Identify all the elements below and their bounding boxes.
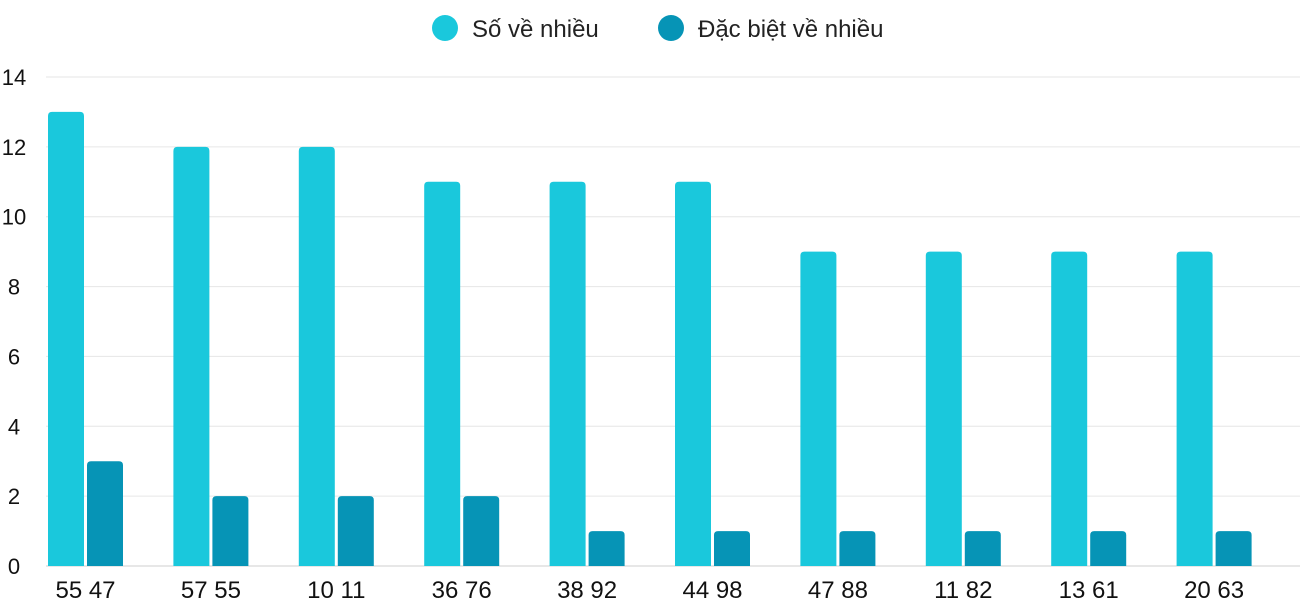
bar-so-ve-nhieu-5 bbox=[675, 181, 711, 567]
x-tick-label-4: 38 92 bbox=[557, 577, 617, 600]
legend-swatch-1 bbox=[658, 15, 684, 41]
bar-so-ve-nhieu-2 bbox=[298, 146, 335, 566]
legend: Số về nhiều Đặc biệt về nhiều bbox=[432, 15, 883, 43]
bar-so-ve-nhieu-3 bbox=[424, 181, 461, 567]
bar-dac-biet-4 bbox=[588, 531, 625, 566]
x-tick-label-9: 20 63 bbox=[1184, 577, 1244, 600]
x-tick-label-0: 55 47 bbox=[55, 577, 115, 600]
legend-swatch-0 bbox=[432, 15, 458, 41]
bar-dac-biet-3 bbox=[463, 496, 500, 566]
bar-dac-biet-7 bbox=[964, 531, 1001, 566]
bar-dac-biet-0 bbox=[87, 461, 123, 566]
y-tick-label-7: 14 bbox=[2, 65, 26, 90]
y-tick-label-6: 12 bbox=[2, 135, 26, 160]
bar-dac-biet-2 bbox=[337, 496, 374, 566]
x-tick-label-3: 36 76 bbox=[432, 577, 492, 600]
x-tick-label-8: 13 61 bbox=[1059, 577, 1119, 600]
bar-dac-biet-8 bbox=[1090, 531, 1127, 566]
x-tick-label-5: 44 98 bbox=[682, 577, 742, 600]
bar-dac-biet-5 bbox=[714, 531, 750, 566]
bar-so-ve-nhieu-7 bbox=[925, 251, 962, 566]
bar-so-ve-nhieu-9 bbox=[1176, 251, 1213, 566]
bar-dac-biet-1 bbox=[212, 496, 249, 566]
legend-label-0: Số về nhiều bbox=[472, 16, 599, 43]
bar-so-ve-nhieu-6 bbox=[800, 251, 837, 566]
y-tick-label-2: 4 bbox=[8, 414, 20, 439]
y-tick-label-1: 2 bbox=[8, 484, 20, 509]
gridlines bbox=[46, 76, 1300, 567]
y-axis-ticks: 0 2 4 6 8 10 12 14 bbox=[2, 65, 26, 579]
bar-so-ve-nhieu-0 bbox=[48, 111, 84, 566]
bar-dac-biet-6 bbox=[839, 531, 876, 566]
bar-so-ve-nhieu-4 bbox=[549, 181, 586, 567]
bar-so-ve-nhieu-8 bbox=[1051, 251, 1088, 566]
bars bbox=[48, 111, 1252, 567]
y-tick-label-5: 10 bbox=[2, 205, 26, 230]
y-tick-label-3: 6 bbox=[8, 344, 20, 369]
bar-dac-biet-9 bbox=[1215, 531, 1252, 566]
bar-so-ve-nhieu-1 bbox=[173, 146, 210, 566]
y-tick-label-0: 0 bbox=[8, 554, 20, 579]
y-tick-label-4: 8 bbox=[8, 275, 20, 300]
x-tick-label-1: 57 55 bbox=[181, 577, 241, 600]
x-tick-label-7: 11 82 bbox=[934, 577, 992, 600]
x-tick-label-6: 47 88 bbox=[808, 577, 868, 600]
x-axis-labels: 55 47 57 55 10 11 36 76 38 92 44 98 47 88 11 82… bbox=[55, 577, 1244, 600]
x-tick-label-2: 10 11 bbox=[307, 577, 365, 600]
legend-label-1: Đặc biệt về nhiều bbox=[698, 16, 883, 43]
